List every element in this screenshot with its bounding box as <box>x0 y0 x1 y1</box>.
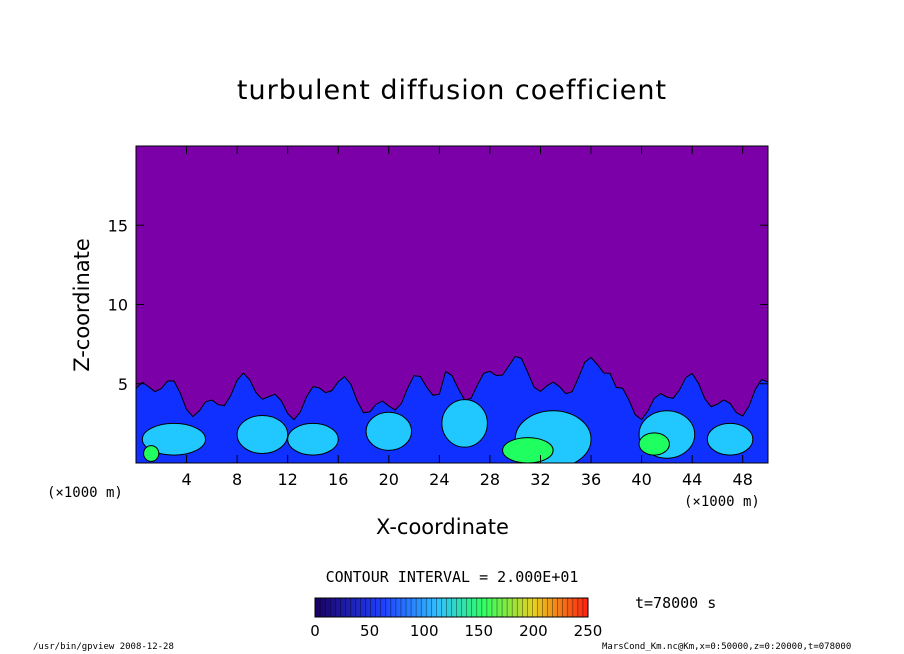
high-value-blob <box>502 437 554 463</box>
y-tick-label: 10 <box>108 296 128 315</box>
high-value-blob <box>143 445 160 462</box>
turbulence-blob <box>236 414 289 454</box>
x-tick-label: 20 <box>379 470 399 489</box>
x-tick-label: 40 <box>631 470 651 489</box>
x-tick-label: 4 <box>181 470 191 489</box>
x-axis-label: X-coordinate <box>376 515 509 539</box>
x-tick-label: 44 <box>682 470 702 489</box>
footer-left: /usr/bin/gpview 2008-12-28 <box>33 642 174 652</box>
turbulence-blob <box>141 422 207 456</box>
turbulence-blob <box>441 399 488 448</box>
turbulence-blob <box>706 422 754 456</box>
turbulence-blob <box>365 411 413 451</box>
x-tick-label: 32 <box>530 470 550 489</box>
x-tick-label: 24 <box>429 470 449 489</box>
turbulent-layer <box>136 355 768 463</box>
chart-title: turbulent diffusion coefficient <box>236 75 668 106</box>
turbulence-blob <box>287 422 339 456</box>
x-tick-label: 28 <box>480 470 500 489</box>
y-tick-label: 15 <box>108 216 128 235</box>
x-tick-label: 8 <box>232 470 242 489</box>
x-axis-unit: (×1000 m) <box>684 494 760 510</box>
colorbar-stripes <box>314 598 589 617</box>
contour-interval: CONTOUR INTERVAL = 2.000E+01 <box>325 568 579 586</box>
y-axis-label: Z-coordinate <box>70 238 94 372</box>
y-axis-unit: (×1000 m) <box>47 485 123 501</box>
colorbar-tick-label: 0 <box>310 622 320 640</box>
time-label: t=78000 s <box>635 594 717 612</box>
footer-right: MarsCond_Km.nc@Km,x=0:50000,z=0:20000,t=… <box>602 642 852 652</box>
colorbar-tick-label: 100 <box>410 622 439 640</box>
x-tick-label: 36 <box>581 470 601 489</box>
x-tick-label: 48 <box>733 470 753 489</box>
colorbar-tick-label: 250 <box>574 622 603 640</box>
y-tick-label: 5 <box>118 375 128 394</box>
high-value-blob <box>638 432 670 456</box>
colorbar-tick-label: 50 <box>360 622 379 640</box>
colorbar-tick-label: 150 <box>464 622 493 640</box>
x-tick-label: 12 <box>278 470 298 489</box>
x-tick-label: 16 <box>328 470 348 489</box>
colorbar-tick-label: 200 <box>519 622 548 640</box>
